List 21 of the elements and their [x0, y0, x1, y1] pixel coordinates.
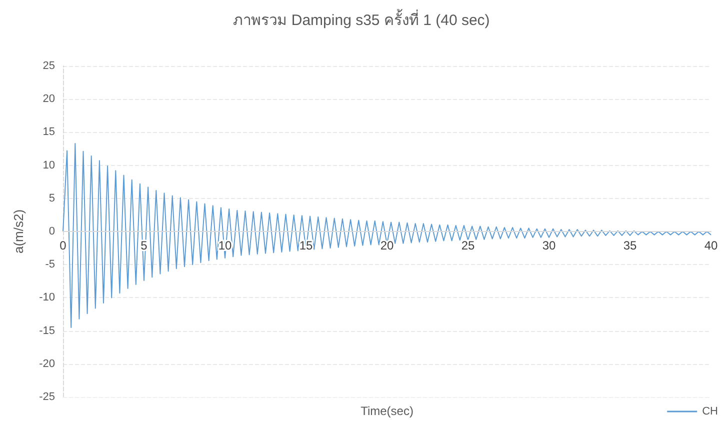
x-tick-label: 40	[704, 238, 718, 252]
y-axis-title: a(m/s2)	[11, 209, 26, 254]
y-tick-label: 20	[42, 93, 55, 106]
x-tick-label: 25	[461, 238, 475, 252]
x-tick-label: 30	[542, 238, 556, 252]
chart-title: ภาพรวม Damping s35 ครั้งที่ 1 (40 sec)	[233, 9, 490, 29]
y-tick-label: 15	[42, 126, 55, 138]
y-tick-label: 10	[42, 159, 55, 172]
x-tick-label: 0	[60, 238, 67, 252]
y-tick-label: 0	[48, 226, 55, 238]
y-tick-label: -25	[39, 391, 55, 403]
x-tick-label: 20	[380, 238, 394, 252]
y-tick-label: -10	[39, 292, 55, 304]
y-tick-label: 5	[48, 192, 55, 204]
x-axis-title: Time(sec)	[360, 404, 414, 418]
y-tick-label: -15	[39, 324, 55, 337]
y-tick-label: 25	[42, 60, 55, 72]
y-tick-label: -5	[45, 258, 55, 271]
x-tick-label: 35	[623, 238, 637, 252]
legend-label: CH	[702, 406, 718, 418]
y-tick-label: -20	[39, 358, 55, 370]
